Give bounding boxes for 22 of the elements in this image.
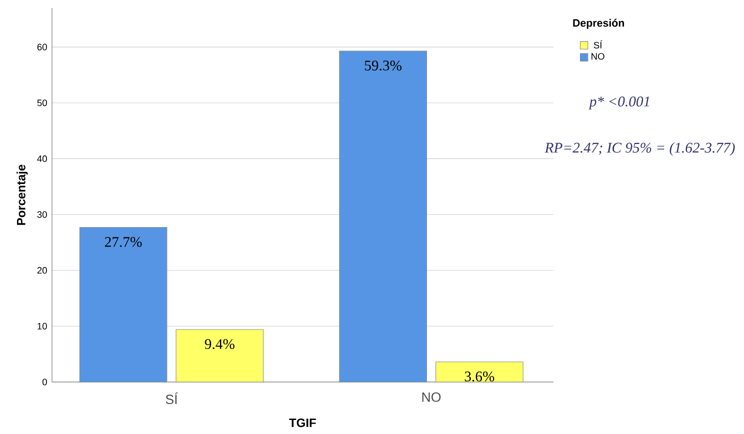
annotation: RP=2.47; IC 95% = (1.62-3.77) <box>544 142 735 156</box>
legend-label: NO <box>592 53 604 60</box>
y-axis-title: Porcentaje <box>16 164 28 225</box>
y-tick-label: 20 <box>37 267 47 274</box>
bar <box>436 362 524 382</box>
y-tick-label: 50 <box>37 100 47 106</box>
bar <box>339 50 427 382</box>
x-axis-title: TGIF <box>289 418 316 428</box>
text: p* <0.001 <box>588 96 650 110</box>
y-tick-label: 0 <box>42 378 47 386</box>
y-tick-label: 60 <box>37 44 47 50</box>
y-tick-label: 10 <box>38 322 47 330</box>
bar <box>176 329 264 382</box>
data-label: 9.4% <box>204 339 234 350</box>
bar <box>79 227 168 382</box>
legend-label: SÍ <box>594 40 602 48</box>
y-tick-label: 30 <box>37 211 47 218</box>
data-label: 59.3% <box>364 60 402 71</box>
data-label: 27.7% <box>105 236 142 247</box>
legend-title: Depresión <box>573 18 624 29</box>
y-tick-label: 40 <box>37 155 47 162</box>
data-label: 3.6% <box>464 372 494 382</box>
